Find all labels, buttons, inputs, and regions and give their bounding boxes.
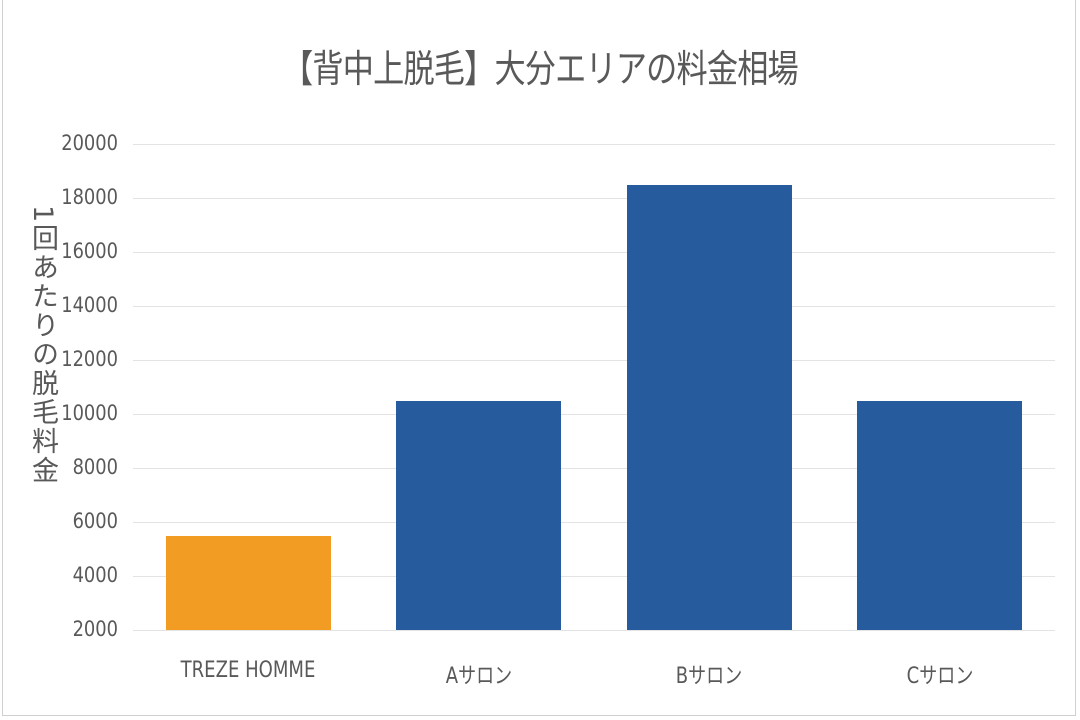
x-category-label: Aサロン bbox=[445, 664, 512, 689]
y-tick-label: 4000 bbox=[72, 563, 118, 587]
plot-area bbox=[133, 144, 1055, 631]
y-tick-label: 6000 bbox=[72, 509, 118, 533]
y-tick-label: 12000 bbox=[61, 347, 118, 371]
y-tick-label: 8000 bbox=[72, 455, 118, 479]
y-axis-label: 1回あたりの脱毛料金 bbox=[27, 205, 58, 486]
gridline bbox=[133, 198, 1055, 199]
bar-4[interactable] bbox=[857, 400, 1023, 630]
y-tick-label: 20000 bbox=[61, 131, 118, 155]
gridline bbox=[133, 306, 1055, 307]
y-tick-label: 10000 bbox=[61, 401, 118, 425]
y-tick-label: 16000 bbox=[61, 239, 118, 263]
gridline bbox=[133, 630, 1055, 631]
bar-3[interactable] bbox=[626, 184, 792, 630]
bar-2[interactable] bbox=[396, 400, 562, 630]
gridline bbox=[133, 576, 1055, 577]
gridline bbox=[133, 360, 1055, 361]
gridline bbox=[133, 252, 1055, 253]
x-category-label: TREZE HOMME bbox=[180, 658, 316, 683]
gridline bbox=[133, 414, 1055, 415]
chart-title: 【背中上脱毛】大分エリアの料金相場 bbox=[282, 47, 799, 91]
gridline bbox=[133, 468, 1055, 469]
y-tick-label: 18000 bbox=[61, 185, 118, 209]
gridline bbox=[133, 144, 1055, 145]
gridline bbox=[133, 522, 1055, 523]
y-tick-label: 14000 bbox=[61, 293, 118, 317]
x-category-label: Cサロン bbox=[906, 664, 974, 689]
bar-1[interactable] bbox=[165, 535, 331, 630]
y-tick-label: 2000 bbox=[72, 617, 118, 641]
x-category-label: Bサロン bbox=[676, 664, 743, 689]
